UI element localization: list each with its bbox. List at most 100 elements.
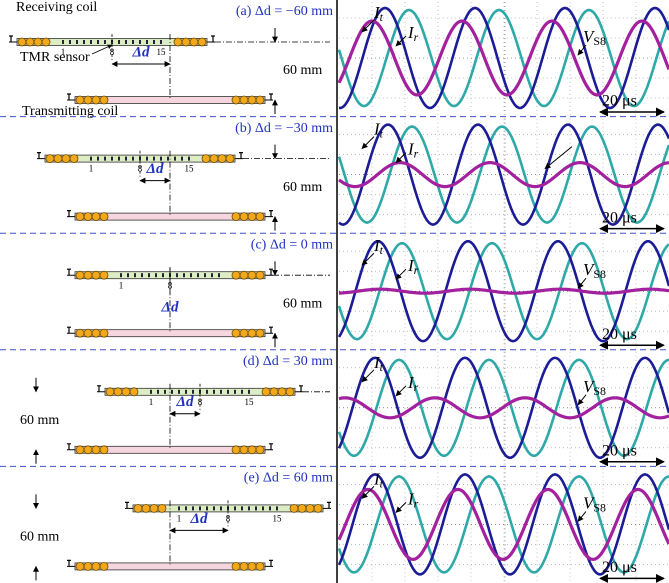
copper-turn [210,155,218,163]
offset-label: Δd [161,300,179,316]
trace-label: It [373,120,384,141]
row-label: (b) Δd = −30 mm [235,121,333,136]
trace-label: It [373,236,384,257]
copper-turn [232,446,240,454]
coil-pin [327,502,331,508]
copper-turn [114,388,122,396]
tmr-sensor [248,390,250,394]
coil-pin [239,153,243,159]
tmr-sensor [276,506,278,510]
tmr-sensor [127,273,129,277]
copper-turn [34,38,42,46]
coil-pin [37,153,41,159]
tmr-sensor [269,506,271,510]
tmr-sensor [125,40,127,44]
row-label: (e) Δd = 60 mm [244,471,333,486]
copper-turn [240,271,248,279]
tmr-sensor [153,157,155,161]
copper-turn [130,388,138,396]
copper-turn [100,271,108,279]
copper-turn [270,388,278,396]
copper-turn [76,96,84,104]
copper-turn [256,562,264,570]
v-trace [339,289,669,293]
tmr-sensor [164,390,166,394]
coil-pin [299,386,303,392]
copper-turn [240,446,248,454]
copper-turn [174,38,182,46]
coil-pin [269,211,273,217]
v-pointer [578,395,586,405]
copper-turn [232,329,240,337]
tmr-sensor [171,390,173,394]
tmr-sensor [153,40,155,44]
copper-turn [84,213,92,221]
copper-turn [84,329,92,337]
time-scale: 20 μs [602,326,637,343]
figure: (a) Δd = −60 mm1815Δd60 mmReceiving coil… [0,0,669,583]
tmr-sensor [248,506,250,510]
copper-turn [76,329,84,337]
copper-turn [202,155,210,163]
tmr-sensor [104,40,106,44]
tmr-sensor [97,40,99,44]
trace-subscript: t [380,10,384,24]
trace-subscript: r [414,30,419,44]
tmr-sensor [241,506,243,510]
offset-label: Δd [146,161,164,177]
coil-pin [67,327,71,333]
coil-pin [269,94,273,100]
coil-pin [97,386,101,392]
tmr-sensor [146,157,148,161]
trace-subscript: S8 [593,34,606,48]
copper-turn [248,446,256,454]
copper-turn [26,38,34,46]
tmr-sensor [132,40,134,44]
copper-turn [240,329,248,337]
copper-turn [248,213,256,221]
tmr-sensor [125,157,127,161]
tmr-sensor [178,506,180,510]
tmr-sensor [90,157,92,161]
gap-label: 60 mm [283,296,322,311]
row-label: (a) Δd = −60 mm [236,4,333,19]
tmr-sensor [150,390,152,394]
receiving-coil-label: Receiving coil [16,0,97,15]
copper-turn [248,96,256,104]
ir-pointer [396,269,406,279]
trace-label: VS8 [583,377,606,398]
copper-turn [92,562,100,570]
tmr-sensor [185,390,187,394]
copper-turn [232,271,240,279]
tmr-sensor [213,390,215,394]
copper-turn [182,38,190,46]
copper-turn [76,562,84,570]
copper-turn [92,271,100,279]
sensor-number: 15 [157,47,167,57]
time-scale: 20 μs [602,442,637,459]
coil-pin [9,36,13,42]
tmr-sensor [104,157,106,161]
copper-turn [286,388,294,396]
v-pointer [578,511,586,521]
tmr-sensor [262,506,264,510]
tmr-sensor [83,40,85,44]
time-scale: 20 μs [602,209,637,226]
tmr-sensor [227,390,229,394]
tmr-sensor [167,157,169,161]
copper-turn [100,446,108,454]
tmr-sensor [62,40,64,44]
tmr-sensor [69,40,71,44]
tmr-sensor-label: TMR sensor [20,50,90,65]
tmr-sensor [176,273,178,277]
copper-turn [262,388,270,396]
copper-turn [240,213,248,221]
coil-pin [269,269,273,275]
trace-label: It [373,3,384,24]
tmr-sensor [174,157,176,161]
coil-pin [269,327,273,333]
tmr-sensor [139,40,141,44]
copper-turn [240,562,248,570]
copper-turn [232,213,240,221]
copper-turn [92,96,100,104]
